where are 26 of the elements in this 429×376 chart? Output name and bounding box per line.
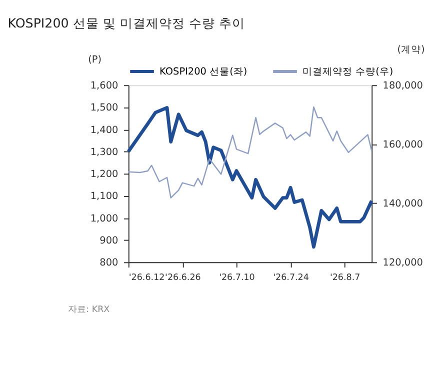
y-tick-label: 1,200 <box>90 169 118 180</box>
y-axis-title: (P) <box>88 54 102 66</box>
x-tick-label: '26.7.10 <box>219 273 255 284</box>
chart-title: KOSPI200 선물 및 미결제약정 수량 추이 <box>8 16 245 31</box>
y2-tick-label: 140,000 <box>382 198 423 210</box>
x-tick-label: '26.6.26 <box>165 273 202 284</box>
y-tick-label: 1,300 <box>90 146 118 158</box>
line-series <box>128 106 372 198</box>
y2-tick-label: 120,000 <box>382 258 423 269</box>
text: 자료: KRX <box>68 304 110 315</box>
legend-label: 미결제약정 수량(우) <box>302 66 394 78</box>
y-tick-label: 900 <box>100 235 118 246</box>
x-tick-label: '26.6.12 <box>128 273 165 284</box>
y-tick-label: 1,100 <box>90 191 118 202</box>
x-tick-label: '26.7.24 <box>273 273 310 284</box>
y-tick-label: 1,400 <box>90 124 118 136</box>
line-series <box>126 106 374 249</box>
y2-axis-title: (계약) <box>397 44 425 56</box>
x-tick-label: '26.8.7 <box>330 273 360 284</box>
y2-tick-label: 180,000 <box>382 80 423 92</box>
y2-tick-label: 160,000 <box>382 140 423 151</box>
y-tick-label: 1,600 <box>90 80 118 92</box>
y-tick-label: 1,500 <box>90 102 118 114</box>
legend-label: KOSPI200 선물(좌) <box>160 66 248 78</box>
y-tick-label: 800 <box>100 258 118 269</box>
y-tick-label: 1,000 <box>90 213 118 224</box>
